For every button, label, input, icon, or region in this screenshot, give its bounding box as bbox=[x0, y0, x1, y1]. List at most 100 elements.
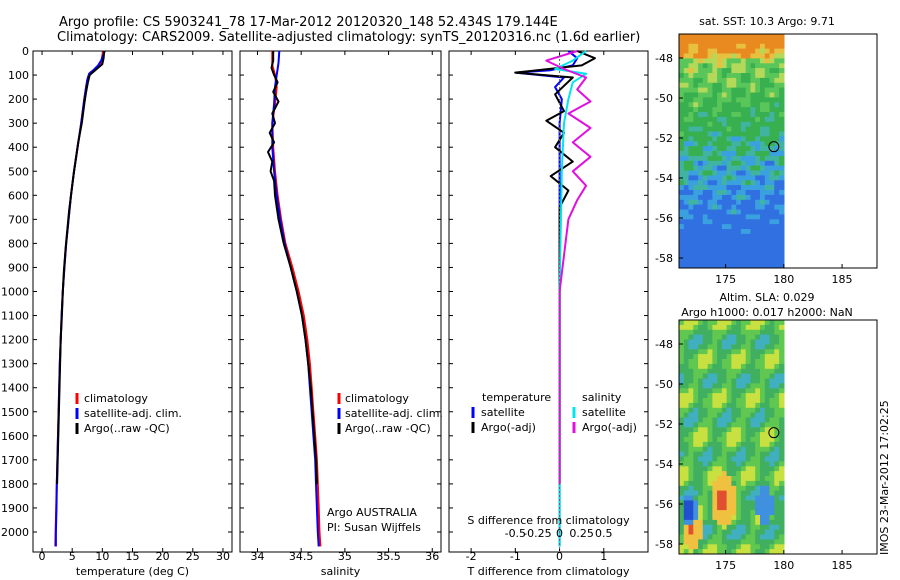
sst-cell bbox=[712, 263, 718, 268]
sst-cell bbox=[726, 185, 732, 191]
sla-cell bbox=[712, 539, 718, 545]
sst-cell bbox=[769, 97, 775, 103]
sla-cell bbox=[707, 515, 713, 521]
sst-cell bbox=[764, 53, 771, 59]
sal-note-argo: Argo AUSTRALIA bbox=[327, 506, 417, 519]
sla-cell bbox=[750, 515, 756, 521]
sst-cell bbox=[712, 170, 718, 176]
sst-cell bbox=[698, 116, 704, 123]
sla-cell bbox=[726, 476, 732, 482]
sst-cell bbox=[731, 190, 737, 196]
sst-cell bbox=[702, 258, 709, 264]
sst-cell bbox=[769, 165, 775, 172]
sst-cell bbox=[779, 141, 785, 147]
sst-cell bbox=[764, 116, 771, 123]
sst-cell bbox=[717, 214, 723, 220]
sst-cell bbox=[702, 155, 709, 162]
sst-cell bbox=[717, 92, 723, 98]
sla-cell bbox=[707, 432, 713, 438]
sst-cell bbox=[736, 121, 742, 128]
sst-cell bbox=[736, 58, 742, 64]
sst-cell bbox=[779, 116, 785, 123]
sla-cell bbox=[774, 359, 780, 365]
sst-cell bbox=[740, 112, 747, 118]
sla-cell bbox=[688, 451, 694, 458]
sst-cell bbox=[740, 190, 747, 196]
sla-cell bbox=[764, 378, 771, 384]
sst-cell bbox=[683, 53, 690, 59]
sst-cell bbox=[717, 97, 723, 103]
sst-cell bbox=[693, 43, 699, 50]
sla-cell bbox=[679, 378, 685, 384]
sst-cell bbox=[683, 190, 690, 196]
sst-cell bbox=[750, 209, 756, 215]
sla-cell bbox=[726, 363, 732, 370]
sst-cell bbox=[740, 194, 747, 201]
difference-xtick-label: 1 bbox=[600, 550, 607, 563]
sst-cell bbox=[764, 146, 771, 152]
sla-cell bbox=[688, 519, 694, 526]
sla-cell bbox=[702, 363, 709, 370]
sla-cell bbox=[769, 393, 775, 399]
sla-cell bbox=[745, 320, 752, 326]
sla-cell bbox=[736, 510, 742, 516]
sla-cell bbox=[712, 344, 718, 350]
sla-cell bbox=[721, 383, 728, 389]
sla-cell bbox=[702, 534, 709, 540]
sst-cell bbox=[736, 194, 742, 201]
sst-cell bbox=[779, 38, 785, 45]
sst-cell bbox=[702, 151, 709, 157]
sst-cell bbox=[774, 151, 780, 157]
sst-cell bbox=[750, 258, 756, 264]
sst-cell bbox=[745, 199, 752, 206]
sla-cell bbox=[726, 412, 732, 419]
sla-cell bbox=[750, 471, 756, 477]
sst-cell bbox=[683, 38, 690, 45]
sst-cell bbox=[693, 209, 699, 215]
sla-cell bbox=[755, 505, 761, 511]
sst-cell bbox=[712, 165, 718, 172]
sst-cell bbox=[679, 141, 685, 147]
sla-cell bbox=[707, 500, 713, 506]
sst-cell bbox=[688, 263, 694, 268]
sla-cell bbox=[764, 490, 771, 497]
sst-cell bbox=[712, 160, 718, 167]
sla-cell bbox=[679, 471, 685, 477]
sla-cell bbox=[750, 427, 756, 433]
sst-cell bbox=[698, 155, 704, 162]
sla-cell bbox=[698, 324, 704, 331]
sst-cell bbox=[764, 151, 771, 157]
sst-xtick-label: 185 bbox=[832, 273, 853, 286]
sla-cell bbox=[764, 383, 771, 389]
sst-cell bbox=[731, 126, 737, 133]
sst-cell bbox=[688, 43, 694, 50]
sla-cell bbox=[764, 393, 771, 399]
sla-cell bbox=[764, 441, 771, 448]
sla-cell bbox=[712, 490, 718, 497]
sst-cell bbox=[745, 116, 752, 123]
sst-cell bbox=[707, 238, 713, 245]
sla-cell bbox=[693, 510, 699, 516]
sla-cell bbox=[745, 539, 752, 545]
sst-cell bbox=[726, 243, 732, 250]
sla-cell bbox=[760, 549, 766, 554]
sst-cell bbox=[679, 243, 685, 250]
sst-cell bbox=[769, 58, 775, 64]
sla-cell bbox=[693, 485, 699, 492]
sla-cell bbox=[679, 388, 685, 394]
sst-cell bbox=[740, 233, 747, 240]
diff-stick-label: 0 bbox=[556, 527, 563, 540]
sla-cell bbox=[698, 480, 704, 487]
sla-cell bbox=[760, 383, 766, 389]
sst-cell bbox=[760, 190, 766, 196]
sla-cell bbox=[707, 339, 713, 345]
sst-cell bbox=[764, 136, 771, 142]
sst-cell bbox=[740, 102, 747, 108]
sst-cell bbox=[712, 48, 718, 55]
sst-cell bbox=[774, 258, 780, 264]
sst-cell bbox=[731, 63, 737, 69]
temperature-xlabel: temperature (deg C) bbox=[76, 565, 189, 578]
sst-cell bbox=[764, 185, 771, 191]
sst-cell bbox=[679, 258, 685, 264]
